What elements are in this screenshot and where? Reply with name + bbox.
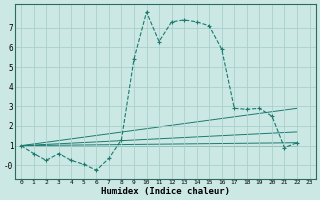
X-axis label: Humidex (Indice chaleur): Humidex (Indice chaleur) — [101, 187, 230, 196]
